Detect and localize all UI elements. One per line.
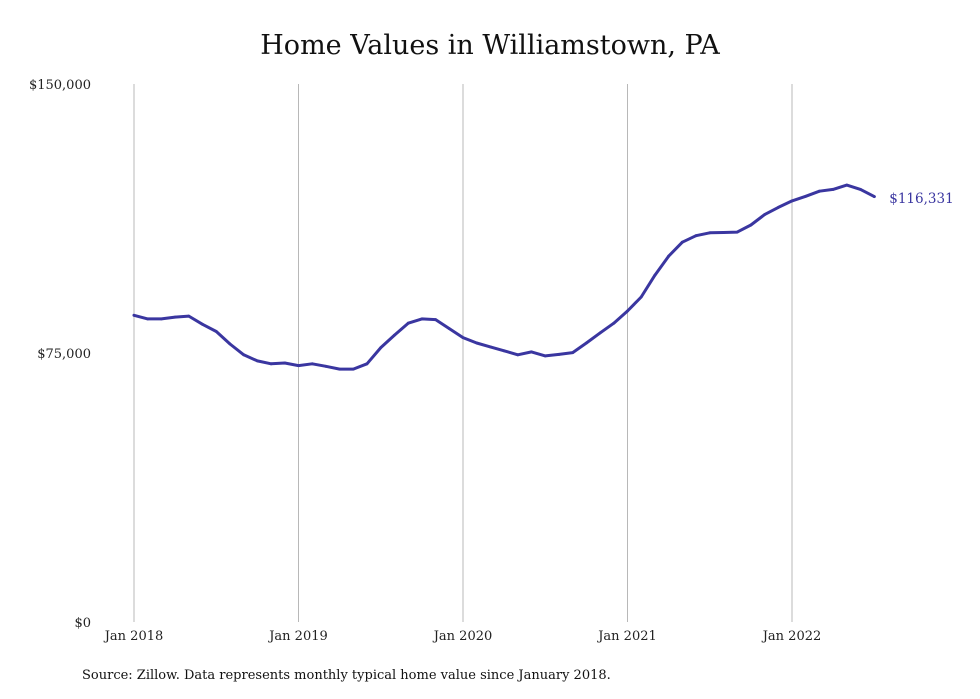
- data-point: [872, 195, 876, 199]
- data-point: [324, 364, 328, 368]
- data-point: [502, 349, 506, 353]
- data-point: [297, 364, 300, 367]
- data-point: [228, 342, 232, 346]
- data-point: [571, 351, 575, 354]
- data-point: [790, 199, 794, 203]
- data-point: [722, 231, 725, 234]
- data-point: [393, 333, 396, 337]
- data-point: [818, 189, 821, 193]
- data-point: [146, 317, 150, 321]
- data-point: [489, 345, 492, 349]
- gridlines: [133, 84, 793, 622]
- data-point: [447, 327, 451, 330]
- data-point: [543, 354, 547, 358]
- data-point: [859, 188, 862, 191]
- x-tick-label: Jan 2019: [267, 629, 328, 644]
- data-point: [845, 183, 849, 187]
- data-point: [351, 367, 355, 371]
- data-point: [242, 353, 246, 357]
- data-point: [557, 353, 561, 356]
- y-tick-label: $75,000: [37, 347, 91, 362]
- data-point: [475, 341, 479, 345]
- data-point: [214, 330, 218, 333]
- data-point: [708, 231, 712, 235]
- data-point: [269, 362, 273, 366]
- x-axis-ticks: Jan 2018 Jan 2019 Jan 2020 Jan 2021 Jan 2022: [103, 629, 822, 644]
- y-tick-label: $150,000: [29, 78, 91, 93]
- data-point: [763, 213, 766, 217]
- source-note: Source: Zillow. Data represents monthly …: [82, 668, 611, 683]
- data-point: [379, 346, 383, 349]
- data-point: [639, 295, 643, 299]
- data-point: [585, 341, 588, 345]
- data-point: [598, 331, 602, 335]
- data-point: [680, 240, 684, 244]
- data-point: [667, 254, 670, 258]
- data-points: [132, 183, 876, 371]
- y-axis-ticks: $0 $75,000 $150,000: [29, 78, 91, 631]
- x-tick-label: Jan 2021: [596, 629, 657, 644]
- data-point: [653, 273, 657, 277]
- data-point: [626, 309, 629, 313]
- data-point: [831, 188, 835, 191]
- x-tick-label: Jan 2018: [103, 629, 164, 644]
- data-point: [694, 234, 698, 238]
- data-point: [749, 223, 753, 227]
- data-point: [434, 318, 437, 321]
- data-point: [406, 321, 410, 325]
- data-point: [461, 336, 465, 339]
- end-value-label: $116,331: [889, 191, 953, 207]
- data-point: [283, 361, 287, 365]
- data-point: [776, 206, 780, 209]
- x-tick-label: Jan 2020: [432, 629, 493, 644]
- data-point: [530, 350, 533, 354]
- data-point: [338, 367, 341, 371]
- data-point: [735, 230, 739, 234]
- data-point: [173, 315, 177, 319]
- data-point: [804, 194, 808, 198]
- y-tick-label: $0: [74, 616, 91, 631]
- data-point: [516, 353, 520, 357]
- data-point: [187, 314, 191, 318]
- home-value-line: [132, 183, 876, 371]
- data-point: [160, 317, 163, 321]
- data-point: [201, 322, 204, 326]
- data-point: [612, 321, 616, 325]
- data-point: [310, 362, 314, 366]
- data-point: [256, 359, 259, 363]
- data-point: [420, 317, 424, 321]
- data-point: [365, 362, 369, 366]
- data-point: [132, 313, 136, 317]
- chart-title: Home Values in Williamstown, PA: [260, 30, 720, 61]
- x-tick-label: Jan 2022: [761, 629, 822, 644]
